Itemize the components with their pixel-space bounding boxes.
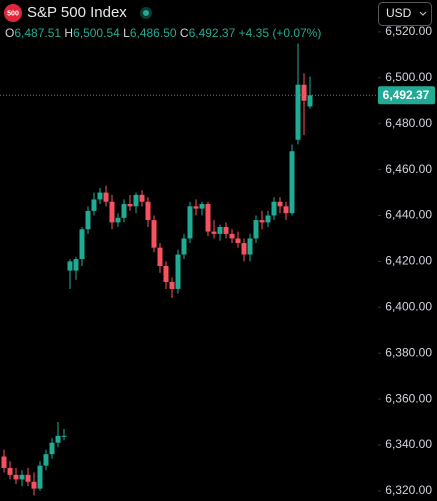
candle-body	[175, 254, 181, 289]
y-tick-label: 6,320.00	[385, 483, 432, 497]
last-price-label: 6,492.37	[383, 88, 430, 102]
candle-body	[7, 467, 13, 475]
y-tick-label: 6,520.00	[385, 24, 432, 38]
badge-text: 500	[7, 10, 19, 17]
candle-body	[271, 201, 277, 216]
y-tick-label: 6,360.00	[385, 391, 432, 405]
candle-body	[79, 229, 85, 260]
candle-body	[247, 238, 253, 255]
candle-body	[85, 210, 91, 230]
legend-key: C	[180, 26, 189, 40]
y-tick-label: 6,440.00	[385, 208, 432, 222]
candle-body	[157, 247, 163, 266]
legend-value: 6,500.54	[73, 26, 120, 40]
candle-body	[67, 261, 73, 271]
candle-body	[211, 231, 217, 234]
y-tick-label: 6,400.00	[385, 299, 432, 313]
candle-body	[259, 220, 265, 223]
y-tick-label: 6,460.00	[385, 162, 432, 176]
candle-body	[151, 220, 157, 248]
candle-body	[277, 201, 283, 207]
legend-value: 6,487.51	[14, 26, 61, 40]
candle-body	[43, 454, 49, 466]
legend-key: O	[5, 26, 14, 40]
candle-body	[181, 238, 187, 255]
candle-body	[265, 215, 271, 223]
candle-body	[37, 465, 43, 489]
candle-body	[73, 259, 79, 271]
last-price-box	[378, 86, 435, 105]
plot: 6,320.00 6,340.00 6,360.00 6,380.00 6,400.00…	[0, 24, 435, 497]
candle-body	[235, 238, 241, 244]
candle-body	[193, 206, 199, 209]
candle-body	[301, 84, 307, 101]
candle-body	[229, 233, 235, 239]
candle-body	[127, 204, 133, 207]
legend-key: H	[64, 26, 73, 40]
candle-body	[103, 192, 109, 202]
candle-body	[199, 204, 205, 209]
y-tick-label: 6,480.00	[385, 116, 432, 130]
symbol-badge	[4, 4, 22, 22]
candle-body	[289, 151, 295, 214]
currency-select[interactable]	[378, 2, 432, 26]
candle-body	[97, 192, 103, 200]
status-dot-center	[143, 10, 149, 16]
candle-body	[223, 226, 229, 234]
candle-body	[31, 481, 37, 489]
candle-body	[139, 194, 145, 202]
legend-key: L	[123, 26, 130, 40]
candle-body	[49, 442, 55, 455]
y-tick-label: 6,420.00	[385, 254, 432, 268]
candle-body	[169, 282, 175, 289]
candle-body	[241, 243, 247, 255]
candle-body	[115, 217, 121, 223]
candle-body	[133, 194, 139, 207]
y-tick-label: 6,340.00	[385, 437, 432, 451]
candle-body	[163, 265, 169, 283]
candle-body	[55, 435, 61, 443]
candle-body	[61, 435, 67, 437]
candle-body	[295, 84, 301, 140]
candle-body	[283, 206, 289, 214]
candle-body	[13, 474, 19, 480]
chevron	[419, 11, 427, 16]
candle-body	[1, 456, 7, 468]
candle-body	[19, 474, 25, 480]
y-tick-label: 6,500.00	[385, 70, 432, 84]
candle-body	[91, 199, 97, 211]
candle-body	[253, 220, 259, 239]
y-tick-label: 6,380.00	[385, 345, 432, 359]
legend-value: 6,486.50	[130, 26, 177, 40]
candle-body	[145, 201, 151, 221]
candle-body	[217, 226, 223, 234]
currency-text: USD	[386, 6, 412, 20]
candle-body	[187, 206, 193, 239]
ohlc-legend: O6,487.51 H6,500.54 L6,486.50 C6,492.37 …	[5, 26, 321, 40]
candle-body	[205, 204, 211, 232]
candle-body	[109, 201, 115, 223]
candle-body	[25, 474, 31, 482]
candle-body	[307, 95, 313, 107]
legend-change: +4.35 (+0.07%)	[239, 26, 322, 40]
chart-title: S&P 500 Index	[27, 4, 127, 21]
legend-value: 6,492.37	[189, 26, 236, 40]
candle-body	[121, 204, 127, 218]
